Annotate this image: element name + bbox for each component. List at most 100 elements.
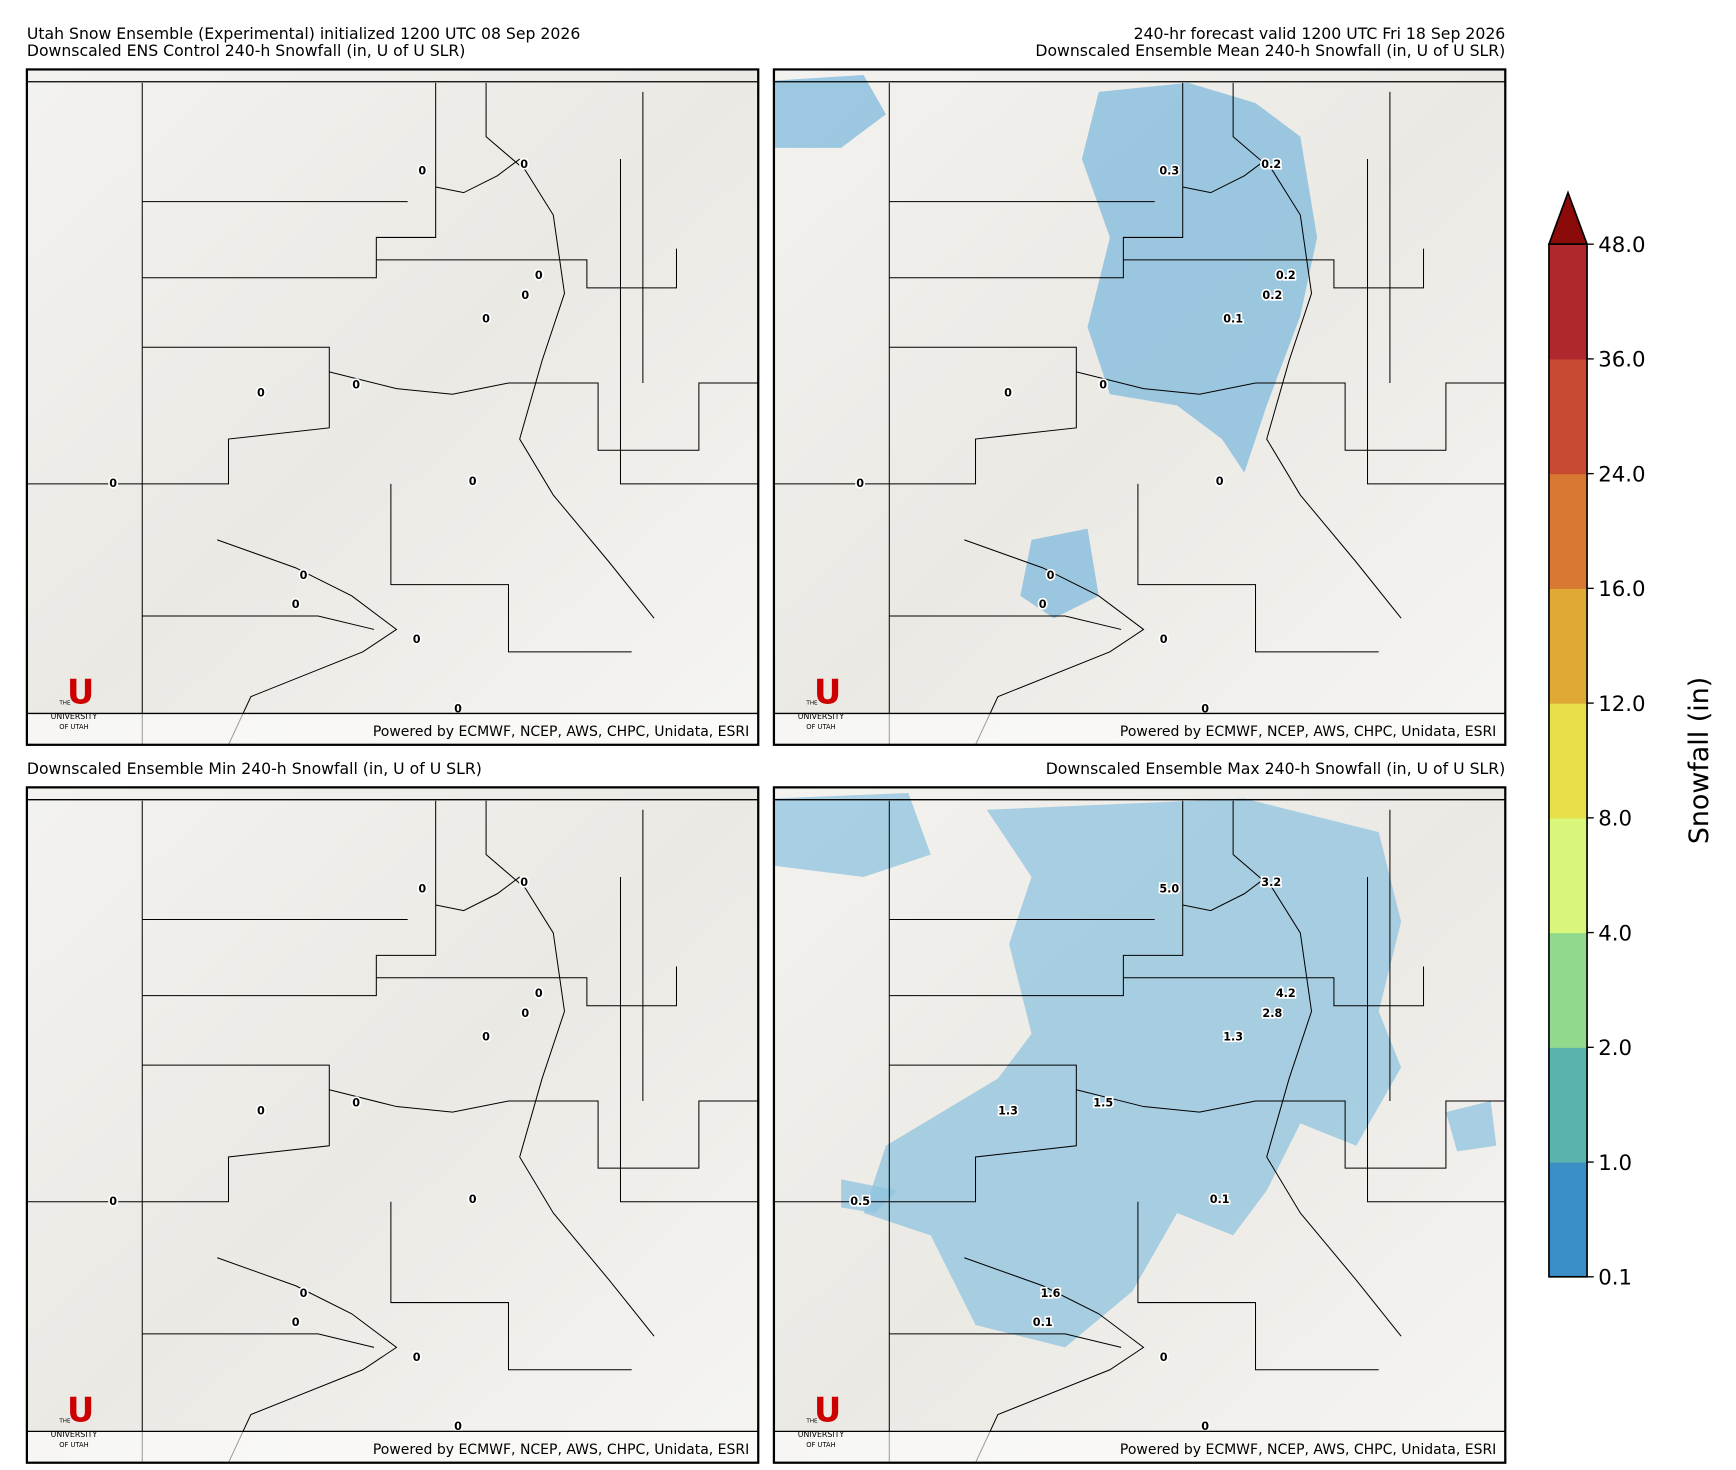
boundary: [329, 371, 759, 451]
contour-label: 0: [352, 379, 360, 392]
boundary: [1123, 966, 1425, 1007]
boundary: [142, 1333, 375, 1348]
logo-utah: OF UTAH: [59, 723, 88, 731]
terrain: [26, 787, 759, 1463]
contour-label: 0: [1047, 569, 1055, 582]
colorbar-segment: [1548, 932, 1588, 1048]
colorbar-segment: [1548, 1047, 1588, 1163]
panel-title: Downscaled Ensemble Max 240-h Snowfall (…: [1046, 759, 1506, 778]
contour-label: 0.1: [1033, 1316, 1053, 1329]
contour-label: 0: [1160, 633, 1168, 646]
boundary: [390, 483, 632, 653]
panel-frame: [25, 68, 760, 746]
contour-label: 0: [413, 1351, 421, 1364]
contour-label: 1.5: [1093, 1097, 1113, 1110]
snow-area: [773, 75, 886, 148]
boundary: [889, 1064, 1077, 1203]
colorbar-segment: [1548, 703, 1588, 819]
boundary: [485, 82, 655, 619]
colorbar-tick-label: 1.0: [1598, 1151, 1632, 1176]
boundary: [619, 159, 759, 485]
contour-label: 1.3: [1223, 1030, 1243, 1043]
boundary: [964, 1257, 1145, 1463]
contour-label: 0: [521, 289, 529, 302]
boundary: [376, 966, 677, 1007]
logo-the: THE: [805, 1418, 818, 1424]
logo-letter: U: [814, 672, 841, 711]
boundary: [390, 1201, 632, 1371]
boundary: [1182, 158, 1268, 194]
boundary: [1137, 1201, 1379, 1371]
contour-label: 0: [352, 1097, 360, 1110]
credit-band: [26, 1431, 759, 1463]
colorbar-segment: [1548, 473, 1588, 589]
header-right: 240-hr forecast valid 1200 UTC Fri 18 Se…: [1134, 24, 1506, 43]
contour-label: 0: [109, 1195, 117, 1208]
logo-utah: OF UTAH: [59, 1441, 88, 1449]
colorbar-segment: [1548, 817, 1588, 934]
colorbar-tick-label: 12.0: [1598, 692, 1645, 717]
colorbar-tick-label: 2.0: [1598, 1036, 1632, 1061]
contour-label: 0: [1039, 598, 1047, 611]
contour-label: 0: [856, 477, 864, 490]
credit: Powered by ECMWF, NCEP, AWS, CHPC, Unida…: [1120, 724, 1496, 740]
boundary: [889, 346, 1077, 485]
snow-area: [773, 792, 931, 877]
colorbar-segment: [1548, 244, 1588, 360]
boundary: [1076, 1089, 1506, 1169]
boundary: [889, 1333, 1122, 1348]
colorbar-tick-label: 0.1: [1598, 1266, 1632, 1291]
contour-label: 0: [535, 987, 543, 1000]
credit: Powered by ECMWF, NCEP, AWS, CHPC, Unida…: [1120, 1442, 1496, 1458]
panel-title: Downscaled Ensemble Min 240-h Snowfall (…: [27, 759, 482, 778]
colorbar-tick-label: 36.0: [1598, 348, 1645, 373]
panel-frame: [25, 786, 760, 1464]
logo-letter: U: [67, 1390, 94, 1429]
boundary: [1367, 159, 1506, 485]
contour-label: 0: [1201, 702, 1209, 715]
contour-label: 0.2: [1261, 158, 1281, 171]
contour-label: 0: [418, 883, 426, 896]
contour-label: 0.2: [1276, 269, 1296, 282]
contour-label: 0: [1004, 386, 1012, 399]
contour-label: 0: [413, 633, 421, 646]
boundary: [1232, 82, 1402, 619]
terrain: [26, 69, 759, 745]
contour-label: 0: [292, 598, 300, 611]
snow-area: [1081, 82, 1318, 473]
colorbar-frame: [1548, 243, 1588, 1278]
colorbar-tick-label: 48.0: [1598, 233, 1645, 258]
logo-university: UNIVERSITY: [798, 712, 845, 721]
contour-label: 0: [454, 1420, 462, 1433]
boundary: [142, 346, 330, 485]
boundary: [1182, 876, 1268, 912]
contour-label: 0: [418, 165, 426, 178]
boundary: [142, 1064, 330, 1203]
contour-label: 0: [469, 475, 477, 488]
contour-label: 2.8: [1262, 1007, 1282, 1020]
logo-utah: OF UTAH: [806, 723, 835, 731]
credit-band: [26, 713, 759, 745]
contour-label: 0: [520, 876, 528, 889]
contour-label: 0.1: [1210, 1193, 1230, 1206]
contour-label: 0: [1160, 1351, 1168, 1364]
contour-label: 0: [469, 1193, 477, 1206]
colorbar-segment: [1548, 1162, 1588, 1278]
boundary: [142, 82, 437, 279]
snow-area: [863, 798, 1402, 1348]
boundary: [217, 539, 398, 746]
boundary: [485, 800, 655, 1337]
boundary: [435, 876, 520, 912]
map-panel: 0.3 0.2 0.2 0.2 0.1 0 0 0 0 0 0 0 0 Powered by ECMWF,…: [772, 68, 1507, 746]
boundary: [217, 1257, 398, 1463]
snow-area: [1445, 1100, 1497, 1152]
snow-area: [1020, 528, 1099, 619]
colorbar-tick-label: 4.0: [1598, 921, 1632, 946]
logo-university: UNIVERSITY: [51, 712, 98, 721]
colorbar-segment: [1548, 588, 1588, 704]
contour-label: 0: [300, 1287, 308, 1300]
logo-university: UNIVERSITY: [51, 1430, 98, 1439]
